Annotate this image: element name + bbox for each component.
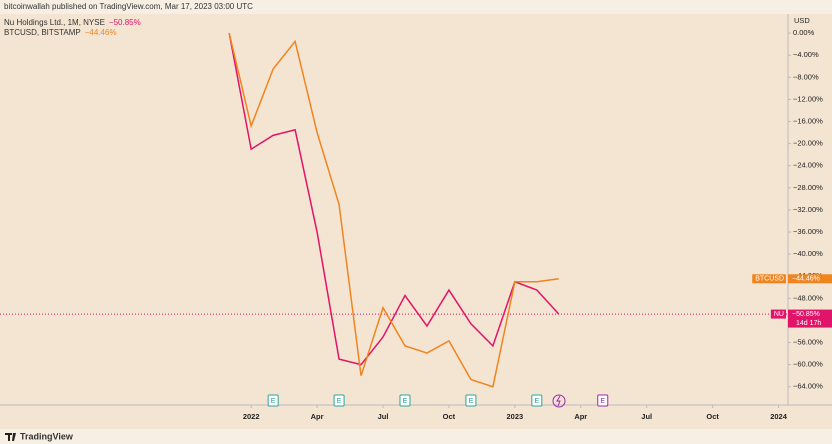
event-marker [597, 394, 609, 407]
y-tick-label: −40.00% [793, 249, 823, 258]
y-tick-label: −8.00% [793, 72, 819, 81]
event-marker [333, 394, 345, 407]
event-label: E [469, 398, 474, 405]
y-tick-label: −56.00% [793, 338, 823, 347]
y-tick-label: −24.00% [793, 161, 823, 170]
y-tick-label: −28.00% [793, 183, 823, 192]
price-box [788, 309, 832, 328]
header-bar [0, 0, 832, 14]
y-tick-label: −36.00% [793, 227, 823, 236]
y-tick-label: −64.00% [793, 382, 823, 391]
legend-entry: BTCUSD, BITSTAMP [4, 28, 81, 37]
y-axis-label: USD [794, 16, 810, 25]
price-label: −50.85% [792, 311, 820, 318]
y-tick-label: −32.00% [793, 205, 823, 214]
y-tick-label: −4.00% [793, 50, 819, 59]
x-tick-label: Apr [311, 412, 324, 421]
x-tick-label: Oct [706, 412, 719, 421]
y-tick-label: −20.00% [793, 139, 823, 148]
event-label: E [403, 398, 408, 405]
y-tick-label: 0.00% [793, 28, 815, 37]
price-box [788, 274, 832, 284]
symbol-box [752, 274, 786, 284]
countdown: 14d 17h [796, 320, 821, 327]
y-tick-label: −16.00% [793, 117, 823, 126]
y-tick-label: −12.00% [793, 94, 823, 103]
legend-value: −44.46% [85, 28, 117, 37]
event-marker [465, 394, 477, 407]
legend-entry: Nu Holdings Ltd., 1M, NYSE [4, 18, 105, 27]
series-line [228, 32, 559, 388]
legend-value: −50.85% [109, 18, 141, 27]
series-line [228, 32, 560, 366]
x-tick-label: 2022 [243, 412, 260, 421]
x-tick-label: Oct [443, 412, 456, 421]
footer: TradingView [20, 431, 74, 441]
price-symbol: BTCUSD [755, 276, 784, 283]
x-tick-label: Jul [378, 412, 389, 421]
footer-bar [0, 429, 832, 444]
event-marker [531, 394, 543, 407]
price-label: −44.46% [792, 276, 820, 283]
x-tick-label: 2024 [770, 412, 788, 421]
symbol-box [770, 309, 786, 319]
logo [5, 433, 16, 441]
y-tick-label: −48.00% [793, 293, 823, 302]
dividend-icon [552, 394, 566, 408]
event-label: E [534, 398, 539, 405]
x-tick-label: Jul [641, 412, 652, 421]
x-tick-label: Apr [574, 412, 587, 421]
price-symbol: NU [774, 311, 784, 318]
header: bitcoinwallah published on TradingView.c… [4, 2, 253, 11]
event-label: E [337, 398, 342, 405]
y-tick-label: −60.00% [793, 360, 823, 369]
event-label: E [600, 398, 605, 405]
event-label: E [271, 398, 276, 405]
event-marker [267, 394, 279, 407]
event-marker [399, 394, 411, 407]
x-tick-label: 2023 [507, 412, 524, 421]
